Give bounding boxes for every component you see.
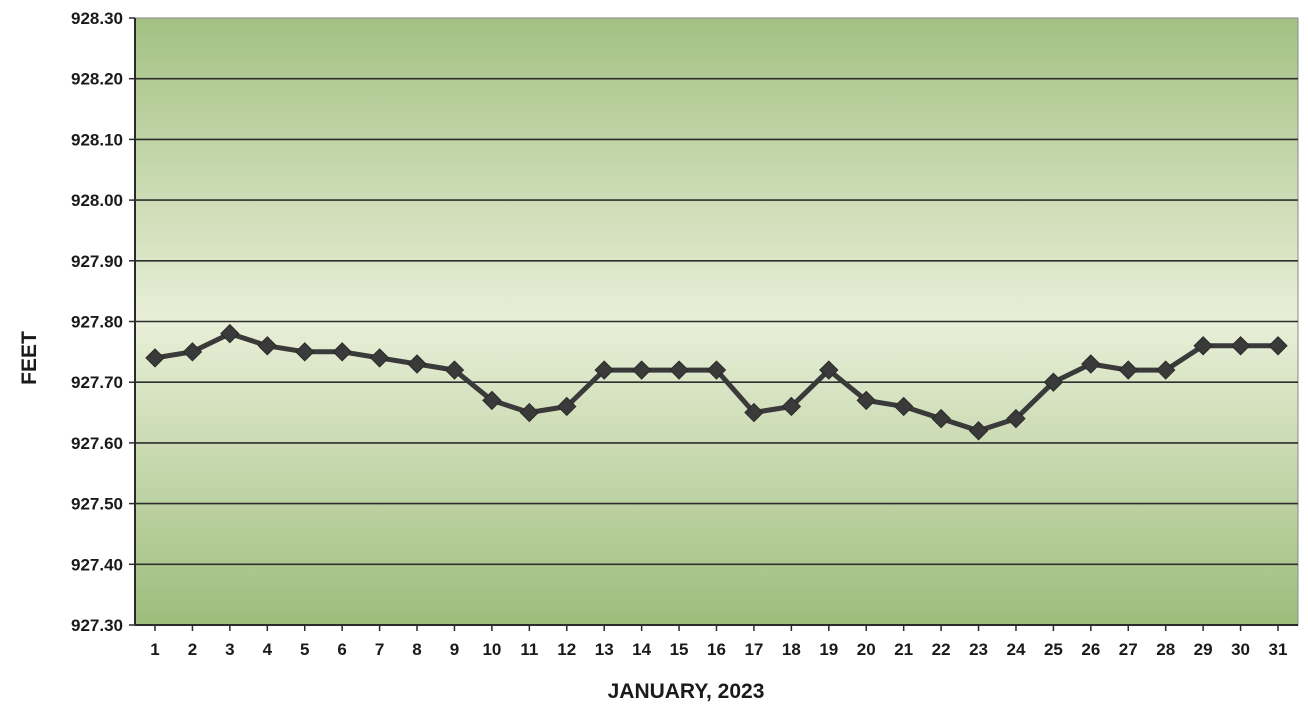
data-point	[1268, 336, 1288, 356]
x-tick-label: 6	[337, 640, 346, 659]
gridlines	[135, 77, 1298, 566]
data-point	[519, 402, 540, 423]
x-tick-label: 12	[557, 640, 576, 659]
x-axis-title: JANUARY, 2023	[608, 680, 765, 703]
data-point	[295, 342, 315, 362]
y-tick-label: 927.60	[71, 434, 123, 453]
y-tick-label: 927.70	[71, 373, 123, 392]
x-tick-label: 29	[1194, 640, 1213, 659]
x-tick-label: 15	[670, 640, 689, 659]
data-point	[444, 360, 465, 380]
x-tick-label: 16	[707, 640, 726, 659]
y-tick-label: 927.40	[71, 555, 123, 574]
y-tick-label: 927.80	[71, 313, 123, 332]
y-tick-label: 928.20	[71, 70, 123, 89]
x-tick-label: 20	[857, 640, 876, 659]
y-tick-label: 928.30	[71, 9, 123, 28]
y-tick-label: 928.10	[71, 130, 123, 149]
data-point	[1118, 360, 1138, 380]
y-axis-title: FEET	[18, 331, 41, 385]
x-tick-label: 30	[1231, 640, 1250, 659]
data-point	[1043, 372, 1064, 392]
data-point	[893, 396, 914, 417]
data-point	[781, 396, 802, 417]
data-point	[1155, 360, 1176, 380]
x-tick-label: 21	[894, 640, 913, 659]
x-tick-label: 2	[188, 640, 197, 659]
x-tick-label: 5	[300, 640, 309, 659]
x-tick-label: 19	[819, 640, 838, 659]
data-point	[407, 354, 427, 374]
data-point	[819, 360, 839, 380]
x-tick-label: 28	[1156, 640, 1175, 659]
x-tick-label: 24	[1007, 640, 1026, 659]
x-tick-label: 26	[1081, 640, 1100, 659]
x-tick-label: 31	[1269, 640, 1288, 659]
data-point	[257, 336, 278, 356]
y-tick-label: 928.00	[71, 191, 123, 210]
x-tick-label: 18	[782, 640, 801, 659]
x-tick-label: 14	[632, 640, 651, 659]
x-tick-label: 27	[1119, 640, 1138, 659]
data-point	[968, 421, 989, 441]
data-point	[182, 342, 203, 362]
x-tick-label: 9	[450, 640, 459, 659]
x-tick-label: 17	[744, 640, 763, 659]
x-tick-label: 10	[482, 640, 501, 659]
data-point	[744, 402, 764, 423]
x-tick-label: 4	[263, 640, 273, 659]
x-tick-label: 3	[225, 640, 234, 659]
y-tick-label: 927.50	[71, 495, 123, 514]
data-point	[557, 396, 577, 417]
x-tick-label: 7	[375, 640, 384, 659]
data-point	[220, 323, 240, 344]
x-tick-label: 22	[932, 640, 951, 659]
y-tick-label: 927.30	[71, 616, 123, 635]
data-point	[631, 360, 652, 380]
x-tick-label: 25	[1044, 640, 1063, 659]
x-tick-label: 23	[969, 640, 988, 659]
x-tick-label: 11	[520, 640, 538, 659]
data-point	[706, 360, 727, 380]
y-tick-label: 927.90	[71, 252, 123, 271]
x-tick-label: 1	[150, 640, 159, 659]
data-point	[856, 390, 876, 411]
data-point	[1081, 354, 1101, 374]
series-markers	[145, 323, 1288, 441]
x-tick-label: 8	[412, 640, 421, 659]
data-point	[1230, 336, 1251, 356]
y-axis: 927.30 927.40 927.50 927.60 927.70 927.80 927.…	[71, 9, 136, 635]
data-point	[1006, 408, 1026, 429]
data-point	[1193, 336, 1213, 356]
data-point	[931, 408, 951, 429]
x-tick-label: 13	[595, 640, 614, 659]
data-point	[669, 360, 689, 380]
x-axis: 1 2 3 4 5 6 7 8 9 10 11 12 13 14 15 16 17 18 19 20 21 22 23 24 2…	[135, 624, 1298, 659]
data-point	[145, 348, 165, 368]
data-point	[482, 390, 502, 411]
data-point	[369, 348, 390, 368]
data-point	[332, 342, 352, 362]
data-point	[594, 360, 614, 380]
